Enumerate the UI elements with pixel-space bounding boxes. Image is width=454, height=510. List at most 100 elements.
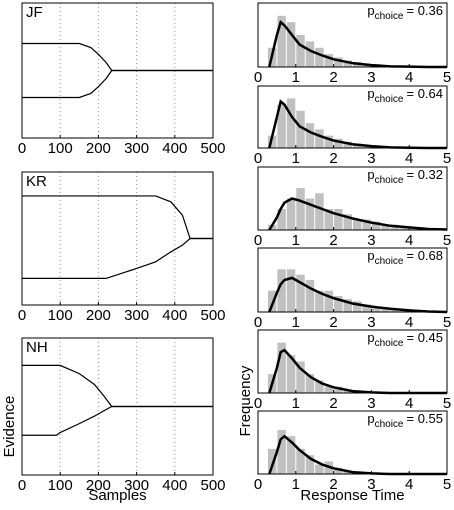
hist-bar [324, 386, 334, 393]
x-tick-label: 0 [18, 140, 26, 157]
annotation: pchoice = 0.68 [367, 248, 443, 266]
x-tick-label: 5 [443, 476, 451, 493]
x-tick-label: 5 [443, 69, 451, 86]
annotation-subscript: choice [375, 419, 404, 430]
annotation-subscript: choice [375, 256, 404, 267]
x-tick-label: 4 [405, 69, 413, 86]
annotation-value: = 0.68 [406, 248, 443, 263]
x-tick-label: 0 [18, 477, 26, 494]
x-tick-label: 1 [292, 395, 300, 412]
boundary-line [22, 69, 213, 99]
x-tick-label: 500 [200, 140, 225, 157]
x-axis-label: Response Time [300, 487, 404, 504]
hist-bar [362, 304, 371, 312]
hist-bar [277, 15, 286, 68]
hist-bar [381, 307, 390, 312]
plot-frame [257, 247, 448, 313]
annotation-value: = 0.55 [406, 411, 443, 426]
hist-bar [362, 219, 371, 230]
hist-bar [400, 226, 409, 230]
hist-bar [334, 138, 343, 148]
annotation: pchoice = 0.55 [367, 411, 443, 429]
hist-bar [324, 54, 334, 67]
hist-bar [334, 209, 343, 230]
hist-bar [324, 290, 334, 312]
x-tick-label: 200 [86, 477, 111, 494]
x-tick-label: 5 [443, 314, 451, 331]
x-tick-label: 5 [443, 150, 451, 167]
annotation-value: = 0.36 [406, 3, 443, 18]
annotation-symbol: p [367, 330, 374, 345]
hist-bar [343, 214, 352, 230]
x-tick-label: 100 [48, 140, 73, 157]
plot-frame [257, 410, 448, 475]
x-tick-label: 2 [329, 150, 337, 167]
y-axis-label: Frequency [237, 365, 254, 436]
x-tick-label: 0 [254, 395, 262, 412]
x-tick-label: 3 [367, 232, 375, 249]
x-tick-label: 1 [292, 232, 300, 249]
hist-bar [296, 110, 305, 148]
hist-bar [315, 47, 324, 67]
hist-bar [381, 224, 390, 230]
hist-bar [296, 188, 305, 230]
annotation: pchoice = 0.36 [367, 3, 443, 21]
hist-bar [324, 135, 334, 148]
x-tick-label: 400 [162, 477, 187, 494]
hist-bar [277, 209, 286, 230]
annotation-subscript: choice [375, 11, 404, 22]
boundary-line [22, 195, 213, 240]
x-tick-label: 2 [329, 314, 337, 331]
x-tick-label: 0 [254, 69, 262, 86]
hist-bar [305, 280, 315, 312]
annotation-value: = 0.32 [406, 167, 443, 182]
x-tick-label: 300 [124, 307, 149, 324]
hist-bar [286, 98, 296, 148]
x-axis-label: Samples [88, 487, 146, 504]
x-tick-label: 0 [18, 307, 26, 324]
hist-bar [296, 35, 305, 67]
hist-bar [286, 436, 296, 474]
boundary-line [22, 364, 213, 408]
x-tick-label: 0 [254, 476, 262, 493]
x-tick-label: 4 [405, 150, 413, 167]
plot-area [22, 172, 213, 305]
hist-bar [277, 429, 286, 474]
plot-frame [257, 2, 448, 68]
plot-frame [257, 166, 448, 231]
x-tick-label: 3 [367, 476, 375, 493]
x-tick-label: 3 [367, 314, 375, 331]
x-tick-label: 0 [254, 150, 262, 167]
hist-bar [315, 129, 324, 148]
plot-frame [21, 2, 214, 139]
x-tick-label: 4 [405, 395, 413, 412]
hist-bar [277, 269, 286, 312]
x-tick-label: 300 [124, 140, 149, 157]
annotation-value: = 0.64 [406, 86, 443, 101]
annotation-symbol: p [367, 248, 374, 263]
hist-bar [334, 386, 343, 393]
x-tick-label: 3 [367, 69, 375, 86]
x-tick-label: 2 [329, 476, 337, 493]
hist-bar [305, 41, 315, 67]
hist-bar [286, 22, 296, 67]
hist-bar [305, 374, 315, 393]
hist-bar [277, 342, 286, 393]
hist-bar [315, 193, 324, 230]
annotation-symbol: p [367, 411, 374, 426]
hist-bar [305, 123, 315, 148]
hist-bar [296, 361, 305, 393]
x-tick-label: 1 [292, 314, 300, 331]
annotation-symbol: p [367, 86, 374, 101]
x-tick-label: 200 [86, 140, 111, 157]
boundary-line [22, 405, 213, 436]
annotation-subscript: choice [375, 338, 404, 349]
hist-bar [334, 296, 343, 312]
hist-bar [315, 380, 324, 393]
x-tick-label: 100 [48, 477, 73, 494]
hist-bar [305, 455, 315, 474]
annotation: pchoice = 0.32 [367, 167, 443, 185]
hist-bar [296, 274, 305, 312]
hist-bar [343, 60, 352, 67]
